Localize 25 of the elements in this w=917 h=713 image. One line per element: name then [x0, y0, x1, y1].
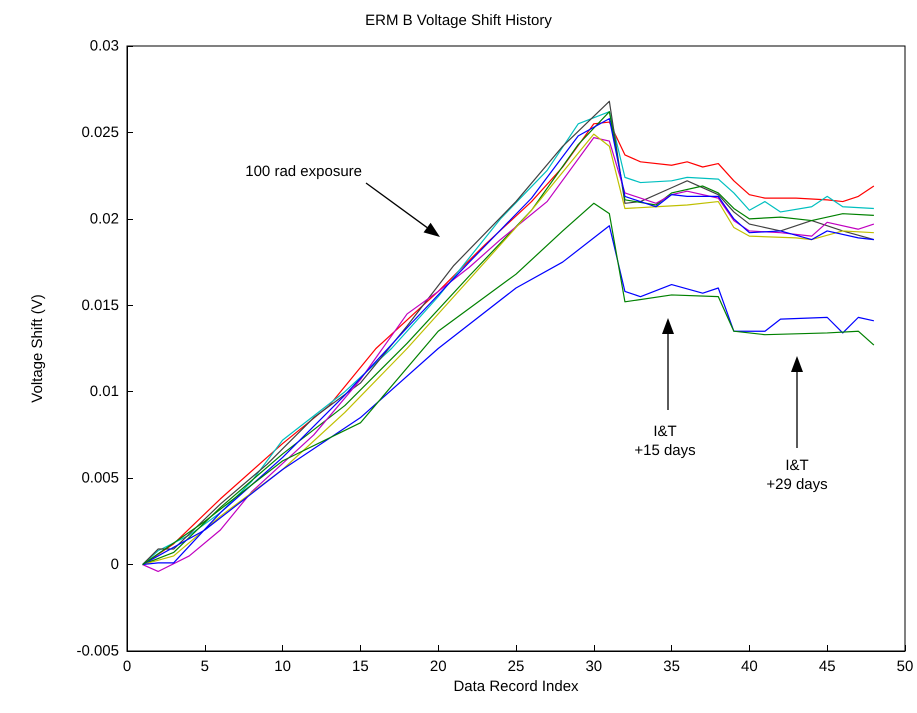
y-tick-label: 0.02	[90, 210, 119, 228]
y-tick-label: 0.015	[81, 296, 119, 314]
x-tick-label: 0	[122, 658, 132, 675]
annotation: I&T +15 days	[634, 423, 696, 459]
x-tick-label: 35	[663, 658, 680, 675]
x-tick-label: 30	[585, 658, 602, 675]
x-tick-label: 40	[741, 658, 758, 675]
x-tick-label: 10	[274, 658, 291, 675]
y-tick-label: 0.025	[81, 124, 119, 141]
y-tick-label: -0.005	[76, 642, 119, 660]
y-tick-label: 0.005	[81, 470, 119, 487]
x-tick-label: 15	[352, 658, 369, 675]
x-axis-title: Data Record Index	[453, 678, 580, 695]
y-tick-label: 0	[110, 556, 119, 574]
y-tick-label: 0.03	[90, 38, 119, 54]
annotation: I&T +29 days	[766, 457, 828, 493]
x-tick-label: 25	[508, 658, 524, 675]
x-tick-label: 50	[896, 658, 914, 675]
x-tick-label: 20	[430, 658, 447, 675]
x-tick-label: 5	[200, 658, 209, 675]
y-tick-label: 0.01	[90, 383, 119, 400]
chart-title: ERM B Voltage Shift History	[365, 12, 552, 29]
annotation: 100 rad exposure	[245, 163, 362, 180]
y-axis-title: Voltage Shift (V)	[29, 294, 46, 403]
x-tick-label: 45	[818, 658, 836, 675]
